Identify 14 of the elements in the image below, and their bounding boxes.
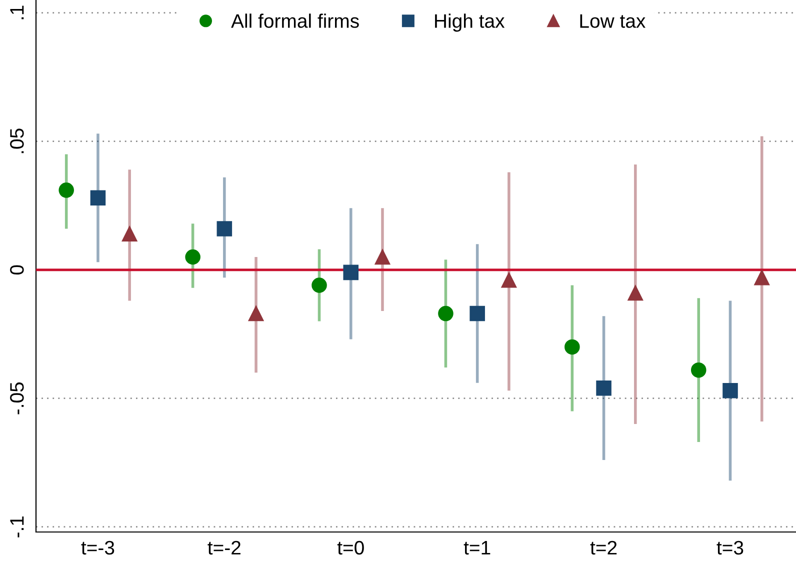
y-tick-label: -.1 (10, 516, 24, 538)
x-tick-label: t=-2 (208, 540, 240, 555)
y-tick-label: -.05 (10, 382, 24, 414)
y-tick-label: .1 (10, 6, 24, 20)
x-tick-label: t=3 (716, 540, 744, 555)
legend-label: Low tax (580, 14, 646, 28)
x-tick-label: t=0 (337, 540, 364, 555)
x-tick-label: t=2 (590, 540, 617, 555)
legend-label: High tax (435, 14, 505, 32)
y-tick-label: 0 (10, 265, 24, 274)
y-tick-label: .05 (10, 128, 24, 154)
x-tick-label: t=-3 (81, 540, 114, 555)
legend-label: All formal firms (231, 14, 359, 28)
x-tick-label: t=1 (464, 541, 490, 555)
